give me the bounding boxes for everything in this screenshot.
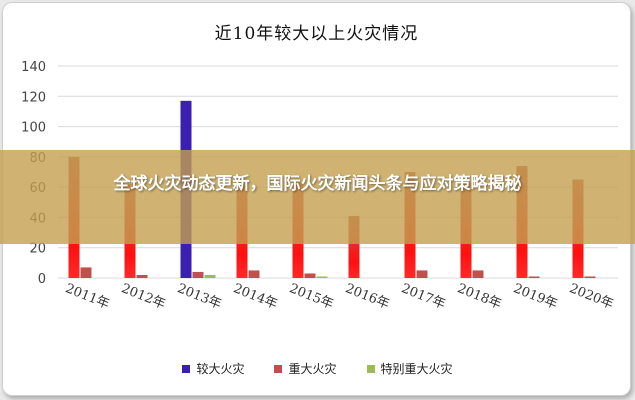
legend-item-serious: 重大火灾 (274, 360, 337, 377)
y-tick-label: 120 (21, 90, 46, 105)
legend-label-major: 较大火灾 (196, 362, 245, 376)
legend-label-extraordinary: 特别重大火灾 (380, 362, 453, 376)
bar (528, 276, 540, 278)
chart-legend: 较大火灾 重大火灾 特别重大火灾 (0, 360, 635, 377)
x-tick-label: 2017年 (399, 281, 447, 312)
legend-swatch-extraordinary (366, 364, 375, 373)
bar (304, 273, 316, 278)
legend-swatch-serious (274, 364, 283, 373)
x-tick-label: 2014年 (231, 281, 279, 312)
bar (584, 276, 596, 278)
bar (204, 274, 216, 278)
x-tick-label: 2011年 (63, 281, 111, 312)
x-axis-ticks: 2011年 2012年 2013年 2014年 2015年 2016年 2017年 2018年… (63, 281, 615, 312)
y-tick-label: 20 (29, 242, 46, 257)
y-tick-label: 100 (21, 121, 46, 136)
legend-swatch-major (182, 364, 191, 373)
bar (192, 271, 204, 278)
legend-item-extraordinary: 特别重大火灾 (366, 360, 453, 377)
x-tick-label: 2015年 (287, 281, 335, 312)
banner-headline: 全球火灾动态更新，国际火灾新闻头条与应对策略揭秘 (113, 174, 522, 194)
legend-item-major: 较大火灾 (182, 360, 244, 377)
bar (80, 267, 92, 278)
bar (248, 270, 260, 278)
bar (472, 270, 484, 278)
x-tick-label: 2016年 (343, 281, 391, 312)
chart-title: 近10年较大以上火灾情况 (214, 24, 419, 44)
x-tick-label: 2019年 (511, 281, 559, 312)
x-tick-label: 2020年 (567, 281, 615, 312)
bar (316, 276, 328, 278)
y-tick-label: 140 (21, 60, 46, 75)
x-tick-label: 2018年 (455, 281, 503, 312)
bar (416, 270, 428, 278)
headline-banner: 全球火灾动态更新，国际火灾新闻头条与应对策略揭秘 (0, 150, 635, 244)
bar (348, 215, 360, 278)
bar (136, 274, 148, 278)
legend-label-serious: 重大火灾 (288, 362, 337, 376)
y-tick-label: 0 (38, 272, 46, 287)
x-tick-label: 2012年 (119, 281, 167, 312)
x-tick-label: 2013年 (175, 281, 223, 312)
